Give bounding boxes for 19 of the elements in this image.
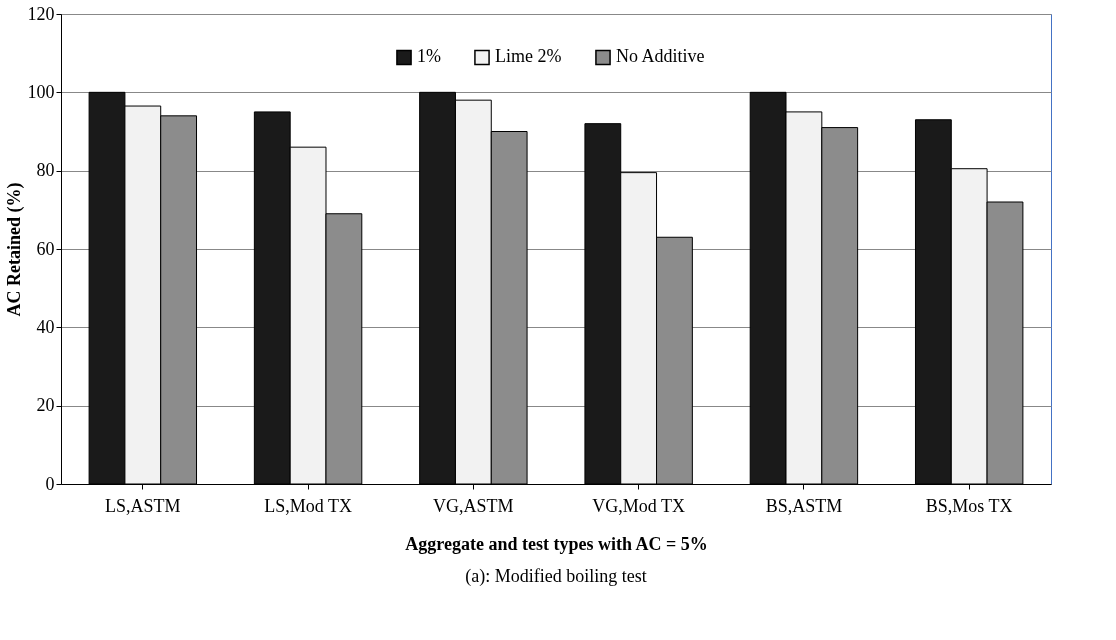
y-tick-label: 20	[36, 395, 55, 416]
legend-label: No Additive	[616, 46, 705, 67]
x-tick-label: VG,ASTM	[433, 495, 514, 516]
x-tick-label: BS,Mos TX	[925, 495, 1013, 516]
y-tick-label: 0	[45, 473, 55, 494]
y-tick-label: 120	[27, 3, 55, 24]
y-tick-label: 100	[27, 81, 55, 102]
x-tick-label: LS,ASTM	[105, 495, 181, 516]
legend-label: Lime 2%	[495, 46, 562, 67]
x-tick-label: BS,ASTM	[765, 495, 843, 516]
x-tick-label: VG,Mod TX	[592, 495, 685, 516]
y-axis-title: AC Retained (%)	[3, 182, 25, 317]
y-tick-label: 60	[36, 238, 55, 259]
legend-label: 1%	[417, 46, 441, 67]
y-tick-label: 80	[36, 160, 55, 181]
x-tick-label: LS,Mod TX	[264, 495, 352, 516]
text: (a): Modified boiling test	[465, 566, 647, 587]
y-tick-label: 40	[36, 316, 55, 337]
x-axis-title: Aggregate and test types with AC = 5%	[405, 533, 708, 554]
